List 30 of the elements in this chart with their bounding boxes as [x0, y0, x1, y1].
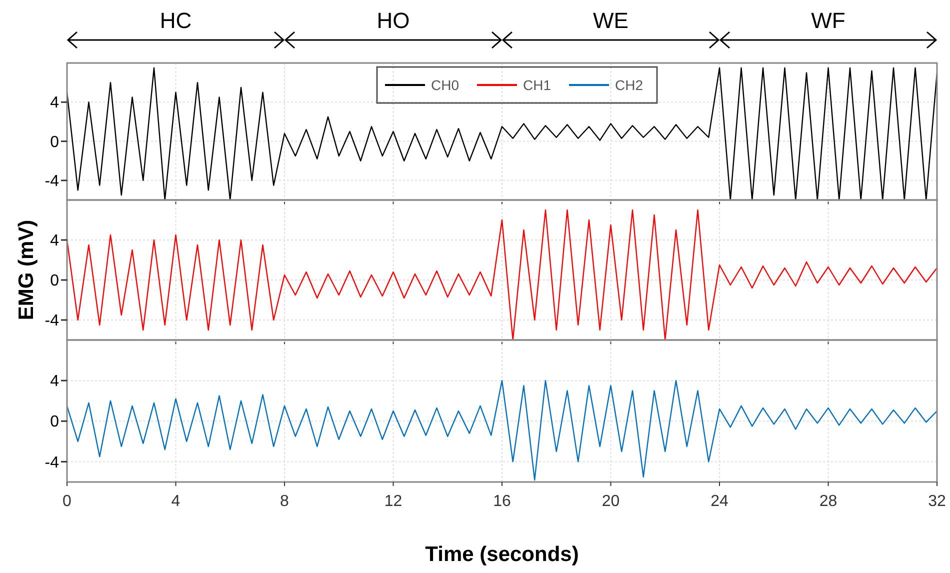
- x-tick-label: 8: [280, 493, 290, 510]
- x-tick-label: 16: [493, 493, 511, 510]
- y-axis-title: EMG (mV): [15, 220, 38, 320]
- y-tick-label: 4: [50, 232, 60, 250]
- legend-label: CH1: [523, 76, 552, 93]
- x-tick-label: 32: [928, 493, 946, 510]
- y-tick-label: 4: [50, 373, 60, 390]
- text: WE: [593, 8, 628, 33]
- y-tick-label: 0: [50, 272, 60, 290]
- x-axis-title: Time (seconds): [425, 543, 579, 566]
- line-series: [66, 67, 938, 201]
- x-tick-label: 24: [710, 493, 728, 510]
- y-tick-label: -4: [44, 173, 60, 190]
- text: WF: [811, 8, 846, 33]
- line-series: [66, 209, 938, 341]
- x-tick-label: 28: [819, 493, 838, 510]
- y-tick-label: 0: [50, 414, 60, 431]
- x-tick-label: 0: [62, 493, 72, 510]
- y-tick-label: -4: [44, 312, 60, 330]
- y-tick-label: 0: [50, 134, 60, 151]
- text: HO: [376, 8, 410, 33]
- text: HC: [160, 8, 192, 33]
- y-tick-label: -4: [44, 454, 60, 472]
- line-series: [66, 380, 938, 481]
- y-tick-label: 4: [50, 94, 60, 112]
- legend-label: CH2: [615, 76, 644, 93]
- x-tick-label: 12: [384, 493, 402, 510]
- x-tick-label: 20: [602, 493, 620, 510]
- legend-label: CH0: [431, 76, 460, 93]
- x-tick-label: 4: [171, 493, 180, 510]
